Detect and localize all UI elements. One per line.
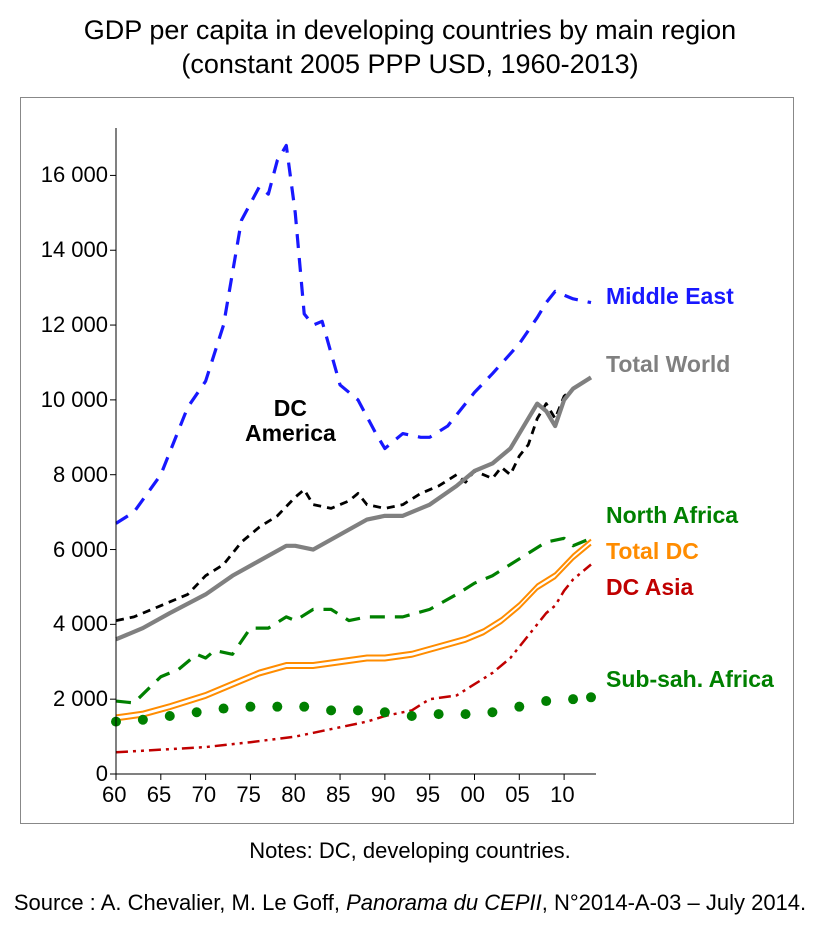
plot-frame: 02 0004 0006 0008 00010 00012 00014 0001… [20,97,794,824]
series-total-dc [116,540,591,716]
x-tick-label: 65 [147,782,171,808]
chart-source: Source : A. Chevalier, M. Le Goff, Panor… [0,890,820,916]
series-north-africa [116,538,591,703]
y-tick-label: 14 000 [41,237,108,263]
inline-label-dc-america-line2: America [245,420,336,446]
source-post: , N°2014-A-03 – July 2014. [542,890,806,915]
x-tick-label: 85 [326,782,350,808]
x-tick-label: 00 [460,782,484,808]
series-sub-sah-marker [487,707,497,717]
series-sub-sah-marker [138,715,148,725]
chart-title: GDP per capita in developing countries b… [0,14,820,82]
chart-svg [21,98,793,823]
series-sub-sah-marker [380,707,390,717]
label-middle-east: Middle East [606,283,734,310]
series-sub-sah-marker [407,711,417,721]
series-sub-sah-marker [272,702,282,712]
series-dc-america [116,377,591,620]
y-tick-label: 12 000 [41,312,108,338]
label-total-dc: Total DC [606,538,699,565]
series-sub-sah-marker [219,704,229,714]
series-total-dc [116,545,591,721]
series-sub-sah-marker [514,702,524,712]
y-tick-label: 6 000 [53,537,108,563]
chart-notes: Notes: DC, developing countries. [0,838,820,864]
x-tick-label: 60 [102,782,126,808]
x-tick-label: 95 [416,782,440,808]
source-italic: Panorama du CEPII [346,890,542,915]
series-total-world [116,377,591,639]
source-pre: Source : A. Chevalier, M. Le Goff, [14,890,346,915]
label-north-africa: North Africa [606,502,738,529]
series-sub-sah-marker [586,692,596,702]
label-dc-asia: DC Asia [606,574,693,601]
series-sub-sah-marker [245,702,255,712]
y-tick-label: 8 000 [53,462,108,488]
x-tick-label: 80 [281,782,305,808]
series-sub-sah-marker [541,696,551,706]
series-sub-sah-marker [461,709,471,719]
label-sub-sah: Sub-sah. Africa [606,666,774,693]
y-tick-label: 2 000 [53,686,108,712]
series-sub-sah-marker [299,702,309,712]
y-tick-label: 16 000 [41,162,108,188]
inline-label-dc-america-line1: DC [274,395,307,421]
series-sub-sah-marker [353,705,363,715]
title-line-1: GDP per capita in developing countries b… [84,15,736,45]
x-tick-label: 70 [192,782,216,808]
x-tick-label: 05 [505,782,529,808]
y-tick-label: 10 000 [41,387,108,413]
title-line-2: (constant 2005 PPP USD, 1960-2013) [181,49,638,79]
series-sub-sah-marker [326,705,336,715]
x-tick-label: 10 [550,782,574,808]
series-sub-sah-marker [192,707,202,717]
series-sub-sah-marker [434,709,444,719]
x-tick-label: 90 [371,782,395,808]
x-tick-label: 75 [236,782,260,808]
inline-label-dc-america: DC America [245,396,336,447]
label-total-world: Total World [606,351,730,378]
series-middle-east [116,145,591,523]
series-sub-sah-marker [568,694,578,704]
y-tick-label: 4 000 [53,611,108,637]
series-sub-sah-marker [165,711,175,721]
